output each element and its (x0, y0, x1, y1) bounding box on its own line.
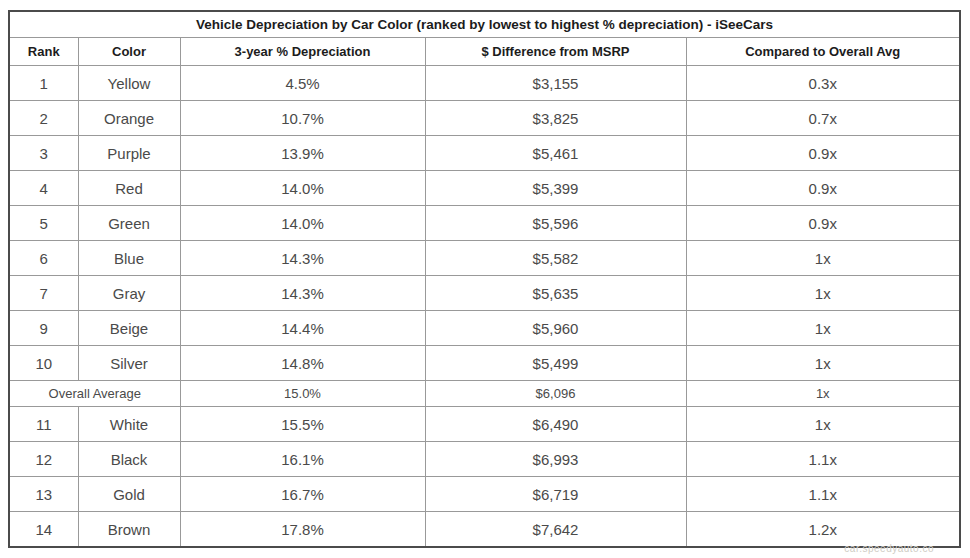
cell-vs-avg: 0.7x (686, 101, 960, 136)
cell-msrp-diff: $5,399 (425, 171, 686, 206)
column-header-msrp-diff: $ Difference from MSRP (425, 38, 686, 66)
cell-color: Beige (78, 311, 180, 346)
cell-color: Green (78, 206, 180, 241)
depreciation-table: Vehicle Depreciation by Car Color (ranke… (8, 10, 961, 548)
cell-msrp-diff: $5,960 (425, 311, 686, 346)
cell-vs-avg: 1x (686, 381, 960, 407)
cell-vs-avg: 0.9x (686, 171, 960, 206)
cell-rank: 4 (9, 171, 78, 206)
cell-vs-avg: 1.1x (686, 477, 960, 512)
cell-rank: 11 (9, 407, 78, 442)
cell-vs-avg: 1.2x (686, 512, 960, 548)
table-row: 7Gray14.3%$5,6351x (9, 276, 960, 311)
table-title-row: Vehicle Depreciation by Car Color (ranke… (9, 11, 960, 38)
cell-rank: 9 (9, 311, 78, 346)
cell-rank: 5 (9, 206, 78, 241)
cell-msrp-diff: $6,993 (425, 442, 686, 477)
cell-color: Gray (78, 276, 180, 311)
cell-msrp-diff: $5,461 (425, 136, 686, 171)
column-header-rank: Rank (9, 38, 78, 66)
table-row: 1Yellow4.5%$3,1550.3x (9, 66, 960, 101)
cell-color: White (78, 407, 180, 442)
cell-msrp-diff: $6,096 (425, 381, 686, 407)
table-row: 12Black16.1%$6,9931.1x (9, 442, 960, 477)
cell-color: Yellow (78, 66, 180, 101)
cell-msrp-diff: $3,155 (425, 66, 686, 101)
cell-msrp-diff: $5,499 (425, 346, 686, 381)
cell-depreciation: 14.3% (180, 276, 425, 311)
table-row: 6Blue14.3%$5,5821x (9, 241, 960, 276)
cell-depreciation: 17.8% (180, 512, 425, 548)
cell-depreciation: 14.8% (180, 346, 425, 381)
cell-rank: 7 (9, 276, 78, 311)
table-header-row: Rank Color 3-year % Depreciation $ Diffe… (9, 38, 960, 66)
cell-msrp-diff: $5,596 (425, 206, 686, 241)
cell-depreciation: 14.4% (180, 311, 425, 346)
cell-vs-avg: 1x (686, 311, 960, 346)
column-header-depreciation: 3-year % Depreciation (180, 38, 425, 66)
table-row: 10Silver14.8%$5,4991x (9, 346, 960, 381)
cell-depreciation: 14.0% (180, 206, 425, 241)
cell-vs-avg: 0.9x (686, 206, 960, 241)
cell-color: Silver (78, 346, 180, 381)
cell-rank: 14 (9, 512, 78, 548)
table-row: 11White15.5%$6,4901x (9, 407, 960, 442)
cell-depreciation: 14.0% (180, 171, 425, 206)
column-header-vs-avg: Compared to Overall Avg (686, 38, 960, 66)
cell-color: Brown (78, 512, 180, 548)
overall-average-label: Overall Average (9, 381, 180, 407)
cell-depreciation: 4.5% (180, 66, 425, 101)
cell-msrp-diff: $6,490 (425, 407, 686, 442)
table-row: 2Orange10.7%$3,8250.7x (9, 101, 960, 136)
cell-msrp-diff: $6,719 (425, 477, 686, 512)
cell-rank: 3 (9, 136, 78, 171)
cell-msrp-diff: $5,582 (425, 241, 686, 276)
cell-depreciation: 13.9% (180, 136, 425, 171)
cell-msrp-diff: $3,825 (425, 101, 686, 136)
screenshot-canvas: Vehicle Depreciation by Car Color (ranke… (0, 0, 970, 558)
cell-depreciation: 16.7% (180, 477, 425, 512)
table-title: Vehicle Depreciation by Car Color (ranke… (9, 11, 960, 38)
cell-color: Purple (78, 136, 180, 171)
cell-vs-avg: 0.9x (686, 136, 960, 171)
column-header-color: Color (78, 38, 180, 66)
cell-vs-avg: 0.3x (686, 66, 960, 101)
cell-rank: 13 (9, 477, 78, 512)
cell-color: Red (78, 171, 180, 206)
cell-vs-avg: 1x (686, 276, 960, 311)
cell-depreciation: 16.1% (180, 442, 425, 477)
cell-rank: 10 (9, 346, 78, 381)
cell-color: Black (78, 442, 180, 477)
cell-color: Blue (78, 241, 180, 276)
cell-rank: 12 (9, 442, 78, 477)
cell-color: Orange (78, 101, 180, 136)
overall-average-row: Overall Average15.0%$6,0961x (9, 381, 960, 407)
cell-vs-avg: 1x (686, 407, 960, 442)
cell-rank: 2 (9, 101, 78, 136)
cell-msrp-diff: $5,635 (425, 276, 686, 311)
cell-depreciation: 14.3% (180, 241, 425, 276)
cell-depreciation: 15.5% (180, 407, 425, 442)
cell-msrp-diff: $7,642 (425, 512, 686, 548)
table-row: 4Red14.0%$5,3990.9x (9, 171, 960, 206)
cell-rank: 6 (9, 241, 78, 276)
cell-depreciation: 15.0% (180, 381, 425, 407)
cell-depreciation: 10.7% (180, 101, 425, 136)
depreciation-table-container: Vehicle Depreciation by Car Color (ranke… (8, 10, 961, 548)
cell-vs-avg: 1.1x (686, 442, 960, 477)
cell-color: Gold (78, 477, 180, 512)
table-row: 5Green14.0%$5,5960.9x (9, 206, 960, 241)
table-row: 9Beige14.4%$5,9601x (9, 311, 960, 346)
table-row: 13Gold16.7%$6,7191.1x (9, 477, 960, 512)
cell-vs-avg: 1x (686, 346, 960, 381)
table-row: 14Brown17.8%$7,6421.2x (9, 512, 960, 548)
cell-vs-avg: 1x (686, 241, 960, 276)
watermark: car.speedyauto.co (844, 543, 934, 554)
table-row: 3Purple13.9%$5,4610.9x (9, 136, 960, 171)
cell-rank: 1 (9, 66, 78, 101)
